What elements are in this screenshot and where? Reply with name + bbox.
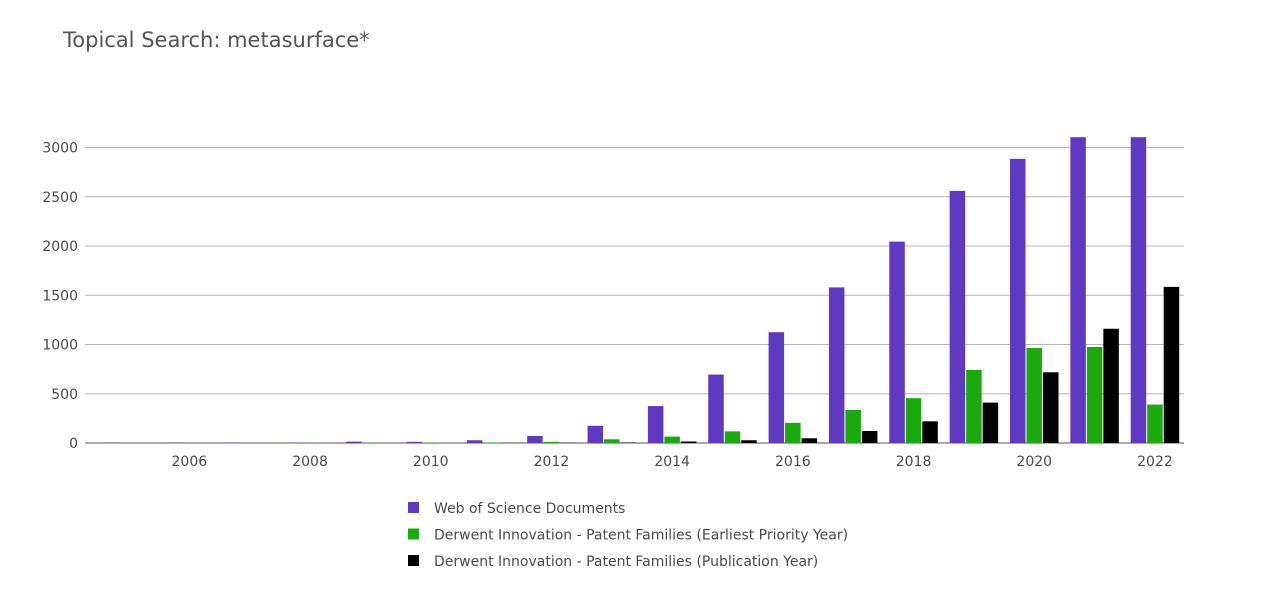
y-tick-label: 2000	[42, 239, 78, 255]
legend-swatch	[408, 555, 419, 566]
bar-2015-series-1[interactable]	[708, 374, 724, 443]
bar-2020-series-1[interactable]	[1010, 158, 1026, 443]
bar-2014-series-2[interactable]	[664, 436, 680, 443]
y-tick-label: 2500	[42, 190, 78, 206]
y-axis: 0 500 1000 1500 2000 2500 3000	[42, 141, 78, 452]
bar-2020-series-2[interactable]	[1026, 347, 1043, 443]
chart-title: Topical Search: metasurface*	[63, 28, 370, 52]
legend-swatch	[408, 528, 419, 540]
legend-item-1[interactable]: Web of Science Documents	[408, 501, 625, 517]
bar-2021-series-1[interactable]	[1070, 137, 1086, 444]
x-axis: 2006 2008 2010 2012 2014 2016 2018 2020 2022	[172, 454, 1173, 470]
bar-2012-series-2[interactable]	[543, 441, 560, 443]
bar-2013-series-1[interactable]	[587, 425, 604, 443]
bar-2017-series-3[interactable]	[861, 430, 878, 443]
bar-2014-series-1[interactable]	[647, 406, 664, 443]
bar-2015-series-3[interactable]	[741, 440, 757, 443]
bar-2015-series-2[interactable]	[724, 431, 741, 443]
x-tick-label: 2014	[654, 454, 690, 470]
y-tick-label: 1500	[42, 288, 78, 304]
legend-label: Derwent Innovation - Patent Families (Ea…	[434, 528, 848, 544]
bar-2018-series-2[interactable]	[905, 398, 922, 443]
bar-2021-series-2[interactable]	[1086, 346, 1103, 443]
y-tick-label: 0	[69, 436, 78, 452]
legend-label: Derwent Innovation - Patent Families (Pu…	[434, 554, 818, 570]
bar-2012-series-1[interactable]	[527, 435, 543, 443]
bar-2009-series-1[interactable]	[346, 441, 362, 443]
x-tick-label: 2020	[1016, 454, 1052, 470]
x-tick-label: 2016	[775, 454, 811, 470]
bar-2010-series-1[interactable]	[406, 441, 423, 443]
x-tick-label: 2010	[413, 454, 449, 470]
bar-2018-series-1[interactable]	[889, 241, 905, 443]
legend-item-3[interactable]: Derwent Innovation - Patent Families (Pu…	[408, 554, 818, 570]
y-tick-label: 3000	[42, 141, 78, 157]
bars	[104, 137, 1180, 444]
bar-2011-series-1[interactable]	[466, 440, 483, 443]
bar-2019-series-2[interactable]	[966, 369, 982, 443]
bar-2022-series-1[interactable]	[1130, 137, 1147, 444]
bar-2016-series-1[interactable]	[768, 332, 785, 443]
x-tick-label: 2012	[534, 454, 570, 470]
bar-2017-series-1[interactable]	[828, 287, 845, 443]
legend-item-2[interactable]: Derwent Innovation - Patent Families (Ea…	[408, 528, 848, 544]
y-tick-label: 1000	[42, 338, 78, 354]
bar-2016-series-3[interactable]	[801, 438, 818, 443]
y-tick-label: 500	[51, 387, 78, 403]
x-tick-label: 2018	[896, 454, 932, 470]
x-tick-label: 2022	[1137, 454, 1173, 470]
bar-2019-series-1[interactable]	[949, 190, 966, 443]
bar-2022-series-2[interactable]	[1147, 404, 1163, 443]
bar-2014-series-3[interactable]	[680, 441, 697, 443]
bar-2020-series-3[interactable]	[1043, 372, 1059, 443]
bar-2019-series-3[interactable]	[982, 402, 999, 443]
legend-label: Web of Science Documents	[434, 501, 625, 517]
x-tick-label: 2006	[172, 454, 208, 470]
bar-2013-series-2[interactable]	[604, 439, 620, 443]
bar-2016-series-2[interactable]	[785, 422, 801, 443]
bar-2022-series-3[interactable]	[1163, 286, 1180, 443]
bar-2018-series-3[interactable]	[922, 421, 938, 443]
legend-swatch	[408, 502, 419, 513]
legend[interactable]: Web of Science Documents Derwent Innovati…	[408, 501, 848, 570]
x-tick-label: 2008	[292, 454, 328, 470]
bar-2021-series-3[interactable]	[1103, 328, 1119, 443]
bar-2017-series-2[interactable]	[845, 410, 861, 443]
gridlines	[85, 147, 1184, 444]
